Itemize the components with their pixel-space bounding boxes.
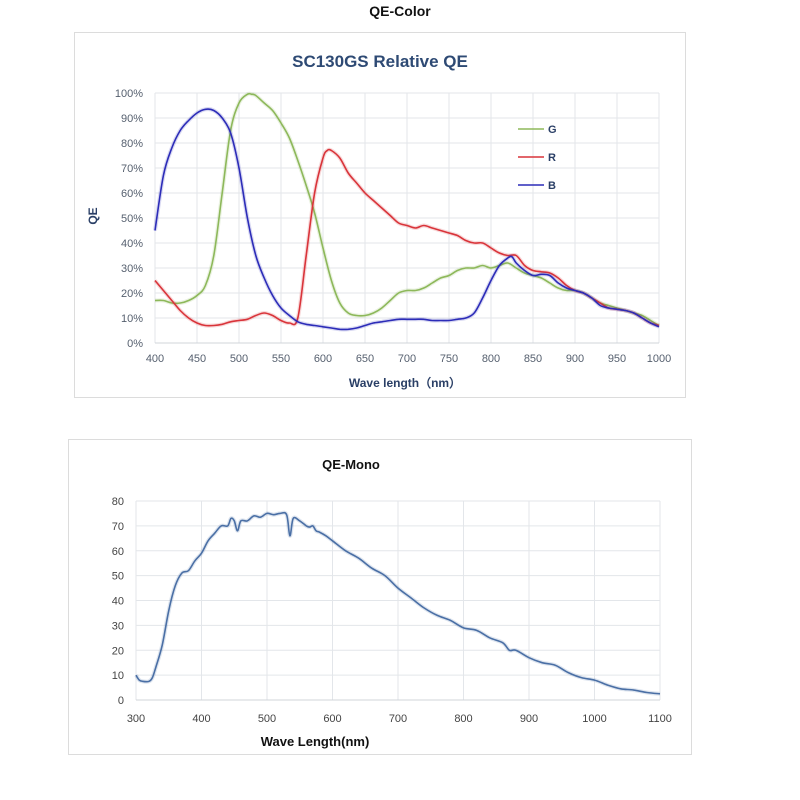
x-tick-label: 700 (389, 713, 407, 725)
x-tick-label: 400 (146, 353, 164, 365)
x-tick-label: 1100 (648, 713, 672, 725)
x-tick-label: 1000 (582, 713, 606, 725)
x-tick-label: 800 (454, 713, 472, 725)
y-tick-label: 80% (121, 138, 143, 150)
y-tick-label: 70% (121, 163, 143, 175)
legend-label-g: G (548, 124, 557, 136)
y-tick-label: 60% (121, 188, 143, 200)
x-tick-label: 800 (482, 353, 500, 365)
y-tick-label: 40% (121, 238, 143, 250)
y-tick-label: 60 (112, 546, 124, 558)
x-tick-label: 600 (314, 353, 332, 365)
x-tick-label: 900 (520, 713, 538, 725)
y-tick-label: 90% (121, 113, 143, 125)
y-tick-label: 70 (112, 521, 124, 533)
y-tick-label: 30 (112, 620, 124, 632)
x-axis-label: Wave length（nm） (349, 375, 461, 390)
page-heading: QE-Color (369, 3, 431, 19)
y-tick-label: 30% (121, 263, 143, 275)
x-tick-label: 500 (230, 353, 248, 365)
y-tick-label: 20% (121, 288, 143, 300)
y-tick-label: 10 (112, 670, 124, 682)
x-tick-label: 1000 (647, 353, 671, 365)
y-tick-label: 20 (112, 645, 124, 657)
y-tick-label: 50% (121, 213, 143, 225)
series-line-b (154, 108, 660, 331)
mono-qe-chart-panel: QE-Mono 300 400 500 600 700 800 900 1000 1100 0 10 2… (68, 439, 692, 755)
x-tick-label: 400 (192, 713, 210, 725)
legend-label-b: B (548, 180, 556, 192)
x-tick-label: 450 (188, 353, 206, 365)
y-tick-label: 40 (112, 596, 124, 608)
x-tick-label: 700 (398, 353, 416, 365)
chart-title: SC130GS Relative QE (292, 52, 468, 71)
x-tick-label: 850 (524, 353, 542, 365)
y-axis-label: QE (86, 207, 100, 224)
color-qe-chart-panel: SC130GS Relative QE 400 450 500 550 600 650 700… (74, 32, 686, 398)
x-tick-label: 500 (258, 713, 276, 725)
y-tick-label: 0 (118, 695, 124, 707)
mono-qe-chart: QE-Mono 300 400 500 600 700 800 900 1000 1100 0 10 2… (112, 457, 672, 749)
x-tick-label: 750 (440, 353, 458, 365)
x-tick-label: 600 (323, 713, 341, 725)
x-axis-label: Wave Length(nm) (261, 734, 370, 749)
x-tick-label: 950 (608, 353, 626, 365)
y-tick-label: 50 (112, 571, 124, 583)
y-tick-label: 80 (112, 496, 124, 508)
color-qe-chart: SC130GS Relative QE 400 450 500 550 600 650 700… (86, 52, 671, 390)
x-tick-label: 650 (356, 353, 374, 365)
legend-label-r: R (548, 152, 556, 164)
series-line-qe-mono (135, 511, 661, 695)
y-tick-label: 100% (115, 88, 143, 100)
x-tick-label: 300 (127, 713, 145, 725)
chart-title: QE-Mono (322, 457, 380, 472)
y-tick-label: 0% (127, 338, 143, 350)
y-tick-label: 10% (121, 313, 143, 325)
x-tick-label: 900 (566, 353, 584, 365)
x-tick-label: 550 (272, 353, 290, 365)
